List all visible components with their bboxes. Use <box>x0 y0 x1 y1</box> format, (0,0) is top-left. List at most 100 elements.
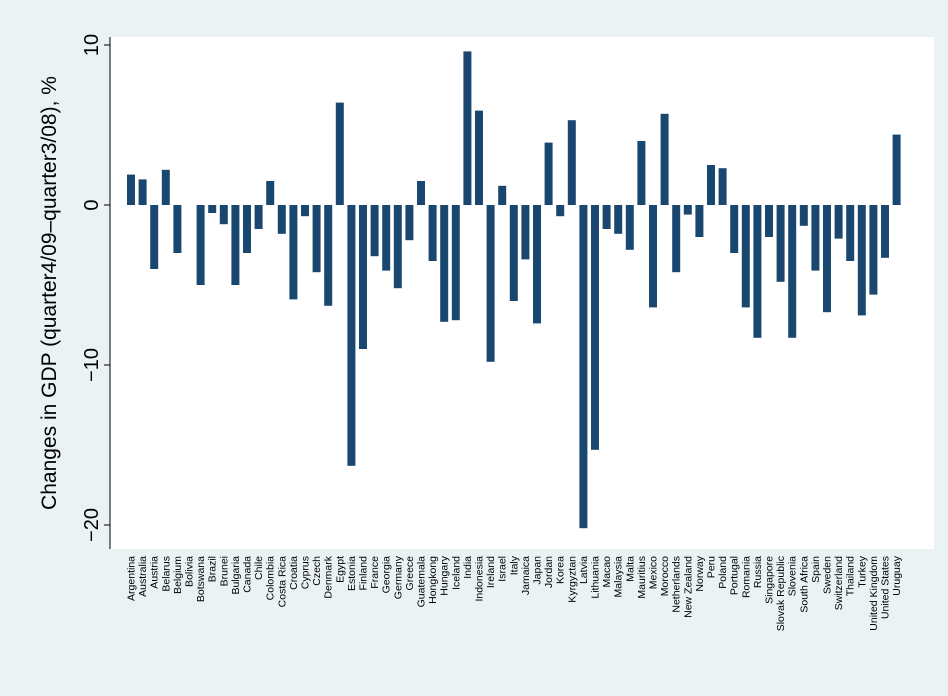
x-tick-label-slovak-republic: Slovak Republic <box>775 556 787 631</box>
bar-denmark <box>324 205 333 306</box>
x-tick-label-romania: Romania <box>740 556 752 598</box>
bar-mexico <box>649 205 657 308</box>
bar-india <box>463 51 472 206</box>
bar-ireland <box>486 205 495 362</box>
x-tick-label-poland: Poland <box>717 556 729 589</box>
x-tick-label-switzerland: Switzerland <box>833 556 845 610</box>
x-tick-label-latvia: Latvia <box>578 556 590 584</box>
bar-south-africa <box>799 205 808 226</box>
x-tick-label-jordan: Jordan <box>543 556 555 588</box>
bar-cyprus <box>301 205 309 217</box>
x-tick-label-new-zealand: New Zealand <box>682 556 694 618</box>
bar-romania <box>741 205 750 308</box>
bar-spain <box>811 205 820 271</box>
bar-chile <box>254 205 263 229</box>
x-tick-label-netherlands: Netherlands <box>671 556 683 613</box>
x-tick-label-sweden: Sweden <box>822 556 834 594</box>
bar-brazil <box>208 205 217 213</box>
x-tick-label-chile: Chile <box>253 556 265 580</box>
bar-new-zealand <box>683 205 692 215</box>
x-tick-label-bulgaria: Bulgaria <box>230 556 242 595</box>
bar-canada <box>243 205 251 253</box>
bar-germany <box>393 205 402 289</box>
x-tick-label-argentina: Argentina <box>126 556 138 601</box>
x-tick-label-costa-rica: Costa Rica <box>276 556 288 608</box>
bar-indonesia <box>475 110 483 205</box>
bar-belgium <box>173 205 182 253</box>
bar-united-states <box>881 205 889 258</box>
bar-singapore <box>765 205 773 237</box>
x-tick-label-guatemala: Guatemala <box>416 556 428 608</box>
bar-israel <box>498 185 507 205</box>
bar-netherlands <box>672 205 681 273</box>
bar-kyrgyztan <box>567 120 576 205</box>
x-tick-label-iceland: Iceland <box>450 556 462 590</box>
x-tick-label-uruguay: Uruguay <box>891 555 903 595</box>
x-tick-label-hongkong: Hongkong <box>427 556 439 604</box>
x-tick-label-malaysia: Malaysia <box>613 556 625 598</box>
x-tick-label-norway: Norway <box>694 555 706 591</box>
y-tick-label: 0 <box>81 199 103 210</box>
x-tick-label-france: France <box>369 556 381 589</box>
x-axis-category-labels: Argentina Australia Austria Belarus Belgium B… <box>126 555 904 631</box>
bar-sweden <box>823 205 831 313</box>
x-tick-label-belarus: Belarus <box>160 556 172 592</box>
x-tick-label-austria: Austria <box>149 556 161 589</box>
x-tick-label-australia: Australia <box>137 556 149 597</box>
x-tick-label-turkey: Turkey <box>856 555 868 587</box>
x-tick-label-korea: Korea <box>555 556 567 584</box>
x-tick-label-belgium: Belgium <box>172 556 184 594</box>
x-tick-label-georgia: Georgia <box>381 556 393 594</box>
bar-united-kingdom <box>869 205 878 295</box>
bar-lithuania <box>591 205 599 450</box>
bar-malaysia <box>614 205 623 234</box>
x-tick-label-portugal: Portugal <box>729 556 741 595</box>
bar-portugal <box>730 205 739 253</box>
bar-egypt <box>335 102 344 205</box>
bar-estonia <box>347 205 356 466</box>
x-tick-label-malta: Malta <box>624 556 636 582</box>
y-tick-label: −10 <box>81 348 103 382</box>
x-tick-label-united-states: United States <box>880 556 892 619</box>
x-tick-label-spain: Spain <box>810 556 822 583</box>
x-tick-label-croatia: Croatia <box>288 556 300 590</box>
x-tick-label-denmark: Denmark <box>323 555 335 598</box>
x-tick-label-ireland: Ireland <box>485 556 497 588</box>
bar-japan <box>533 205 541 324</box>
bar-hungary <box>440 205 449 322</box>
bar-jamaica <box>521 205 530 260</box>
bar-poland <box>718 168 727 205</box>
x-tick-label-greece: Greece <box>404 556 416 591</box>
x-tick-label-south-africa: South Africa <box>798 556 810 613</box>
bar-thailand <box>846 205 855 261</box>
bar-korea <box>556 205 565 217</box>
x-tick-label-mexico: Mexico <box>648 556 660 589</box>
x-tick-label-germany: Germany <box>392 555 404 599</box>
bar-belarus <box>161 169 170 205</box>
bar-botswana <box>196 205 205 285</box>
bar-guatemala <box>417 181 425 205</box>
bar-costa-rica <box>277 205 286 234</box>
x-tick-label-mauritius: Mauritius <box>636 556 648 599</box>
bar-norway <box>695 205 704 237</box>
y-tick-label: 10 <box>81 34 103 56</box>
x-tick-label-estonia: Estonia <box>346 556 358 591</box>
x-tick-label-slovenia: Slovenia <box>787 556 799 596</box>
y-axis-title: Changes in GDP (quarter4/09–quarter3/08)… <box>38 76 61 510</box>
bar-finland <box>359 205 367 349</box>
bar-slovenia <box>788 205 797 338</box>
bar-peru <box>707 165 715 205</box>
x-tick-label-united-kingdom: United Kingdom <box>868 556 880 631</box>
x-tick-label-czech: Czech <box>311 556 323 586</box>
x-tick-label-canada: Canada <box>242 556 254 593</box>
bar-mauritius <box>637 141 646 205</box>
y-axis-ticks: 10 0 −10 −20 <box>81 34 110 542</box>
bar-argentina <box>127 174 135 205</box>
x-tick-label-botswana: Botswana <box>195 556 207 602</box>
y-tick-label: −20 <box>81 508 103 542</box>
x-tick-label-brazil: Brazil <box>207 556 219 582</box>
bar-austria <box>150 205 159 269</box>
x-tick-label-hungary: Hungary <box>439 555 451 595</box>
bar-iceland <box>451 205 460 321</box>
